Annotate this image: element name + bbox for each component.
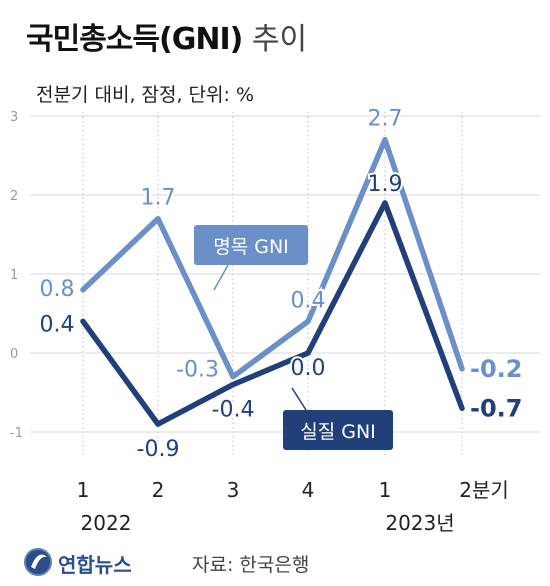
- series-label-text: 명목 GNI: [213, 236, 289, 258]
- source-note: 자료: 한국은행: [192, 554, 310, 576]
- series-line-real: [80, 200, 465, 427]
- series-label-box: [283, 410, 393, 450]
- data-label-nominal: 0.8: [40, 277, 75, 302]
- y-tick-label: 1: [10, 268, 18, 283]
- chart-subtitle: 전분기 대비, 잠정, 단위: %: [36, 84, 255, 106]
- x-tick-label: 1: [77, 478, 90, 502]
- data-label-real: -0.7: [470, 394, 522, 422]
- x-tick-label: 3: [227, 478, 240, 502]
- chart-title-main: 국민총소득(GNI): [26, 22, 243, 57]
- data-label-real: -0.4: [212, 398, 255, 423]
- series-line-nominal: [80, 136, 465, 380]
- x-tick-label: 2: [152, 478, 165, 502]
- y-tick-label: -1: [10, 426, 23, 441]
- x-tick-label: 4: [302, 478, 315, 502]
- y-tick-label: 2: [10, 189, 18, 204]
- x-tick-label: 1: [379, 478, 392, 502]
- year-label: 2023년: [385, 511, 454, 535]
- series-label-connector: [291, 387, 307, 411]
- series-label-connector: [213, 264, 229, 291]
- data-label-nominal: 1.7: [141, 186, 176, 211]
- data-label-real: 0.0: [291, 356, 326, 381]
- y-tick-label: 0: [10, 347, 18, 362]
- data-label-nominal: -0.3: [176, 358, 219, 383]
- yonhap-logo-icon: [24, 548, 52, 576]
- data-label-nominal: 0.4: [291, 288, 326, 313]
- y-tick-label: 3: [10, 110, 18, 125]
- chart-title: 국민총소득(GNI) 추이: [26, 14, 307, 58]
- logo-text: 연합뉴스: [58, 553, 132, 577]
- data-label-real: 0.4: [40, 312, 75, 337]
- data-label-nominal: -0.2: [470, 355, 522, 383]
- data-label-real: 1.9: [368, 172, 403, 197]
- series-label-box: [194, 225, 308, 265]
- data-label-real: -0.9: [137, 437, 180, 462]
- x-tick-label: 2분기: [459, 478, 509, 502]
- series-label-text: 실질 GNI: [300, 421, 376, 443]
- data-label-nominal: 2.7: [368, 107, 403, 132]
- chart-title-suffix: 추이: [251, 22, 308, 57]
- yonhap-logo: 연합뉴스: [22, 545, 182, 579]
- year-label: 2022: [81, 511, 132, 535]
